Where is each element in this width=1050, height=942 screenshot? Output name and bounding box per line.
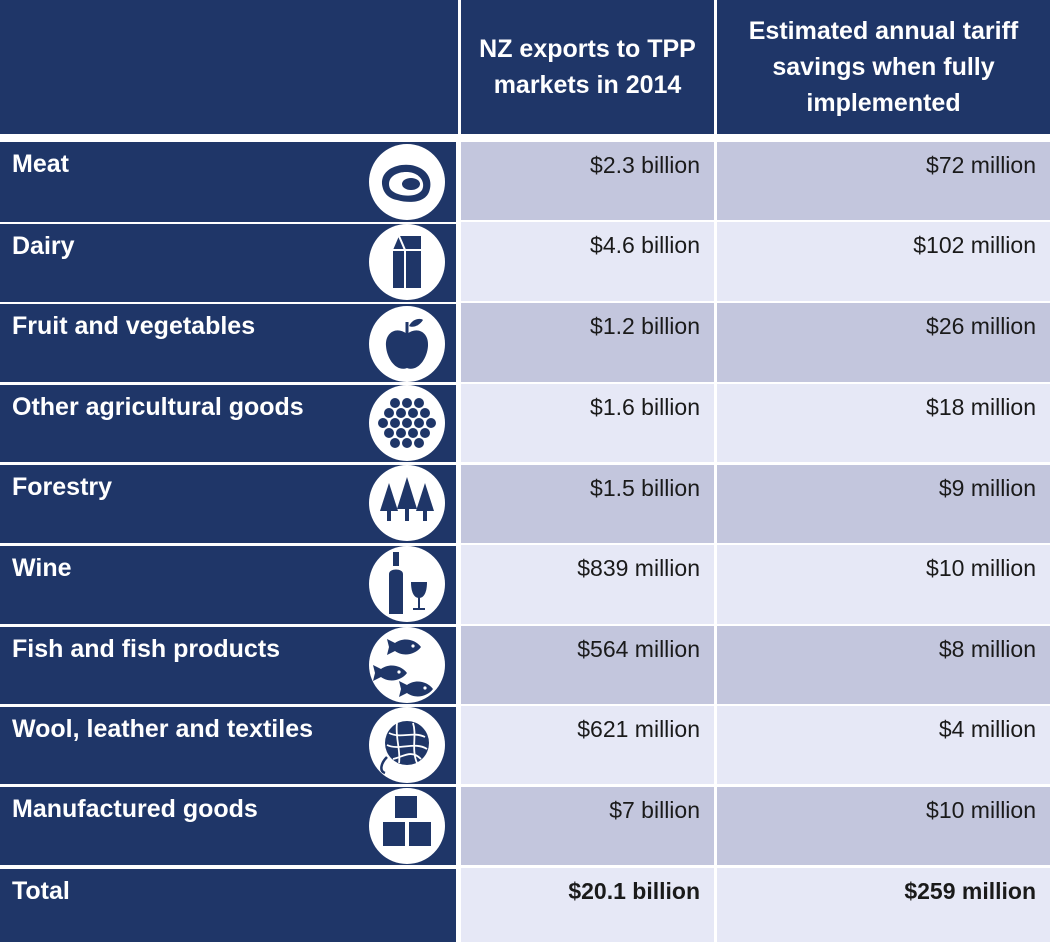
- category-cell: Forestry: [0, 465, 456, 543]
- category-label: Other agricultural goods: [12, 393, 304, 421]
- savings-cell: $10 million: [717, 787, 1050, 865]
- exports-cell: $4.6 billion: [461, 222, 714, 301]
- wine-bottle-glass-icon: [367, 544, 447, 624]
- total-label: Total: [12, 877, 70, 905]
- savings-cell: $26 million: [717, 303, 1050, 382]
- savings-cell: $10 million: [717, 545, 1050, 624]
- header-corner: [0, 0, 458, 134]
- category-label: Manufactured goods: [12, 795, 258, 823]
- category-label: Fish and fish products: [12, 635, 281, 663]
- savings-cell: $8 million: [717, 626, 1050, 704]
- category-label: Meat: [12, 150, 69, 178]
- savings-cell: $72 million: [717, 142, 1050, 220]
- category-cell: Dairy: [0, 224, 456, 302]
- exports-cell: $839 million: [461, 545, 714, 624]
- apple-icon: [367, 304, 447, 384]
- category-cell: Wine: [0, 546, 456, 624]
- category-cell: Meat: [0, 142, 456, 222]
- steak-icon: [367, 142, 447, 222]
- fish-icon: [367, 625, 447, 705]
- exports-cell: $1.5 billion: [461, 465, 714, 543]
- yarn-ball-icon: [367, 705, 447, 785]
- honeycomb-icon: [367, 383, 447, 463]
- savings-cell: $4 million: [717, 706, 1050, 784]
- category-cell: Fruit and vegetables: [0, 304, 456, 382]
- category-label: Dairy: [12, 232, 75, 260]
- header-exports-label: NZ exports to TPP markets in 2014: [479, 35, 696, 99]
- category-cell: Wool, leather and textiles: [0, 707, 456, 784]
- exports-cell: $7 billion: [461, 787, 714, 865]
- header-exports: NZ exports to TPP markets in 2014: [461, 0, 714, 134]
- milk-carton-icon: [367, 222, 447, 302]
- exports-cell: $1.6 billion: [461, 384, 714, 462]
- category-label: Forestry: [12, 473, 113, 501]
- boxes-icon: [367, 786, 447, 866]
- total-savings-cell: $259 million: [717, 868, 1050, 942]
- category-label: Wool, leather and textiles: [12, 715, 314, 743]
- category-label: Wine: [12, 554, 72, 582]
- category-cell: Other agricultural goods: [0, 385, 456, 462]
- header-savings: Estimated annual tariff savings when ful…: [717, 0, 1050, 134]
- header-savings-label: Estimated annual tariff savings when ful…: [748, 17, 1019, 117]
- total-label-cell: Total: [0, 869, 456, 942]
- total-exports-cell: $20.1 billion: [461, 868, 714, 942]
- category-cell: Manufactured goods: [0, 787, 456, 865]
- category-label: Fruit and vegetables: [12, 312, 256, 340]
- savings-cell: $9 million: [717, 465, 1050, 543]
- exports-cell: $1.2 billion: [461, 303, 714, 382]
- pine-trees-icon: [367, 463, 447, 543]
- exports-cell: $621 million: [461, 706, 714, 784]
- exports-cell: $2.3 billion: [461, 142, 714, 220]
- category-cell: Fish and fish products: [0, 627, 456, 704]
- exports-cell: $564 million: [461, 626, 714, 704]
- savings-cell: $18 million: [717, 384, 1050, 462]
- savings-cell: $102 million: [717, 222, 1050, 301]
